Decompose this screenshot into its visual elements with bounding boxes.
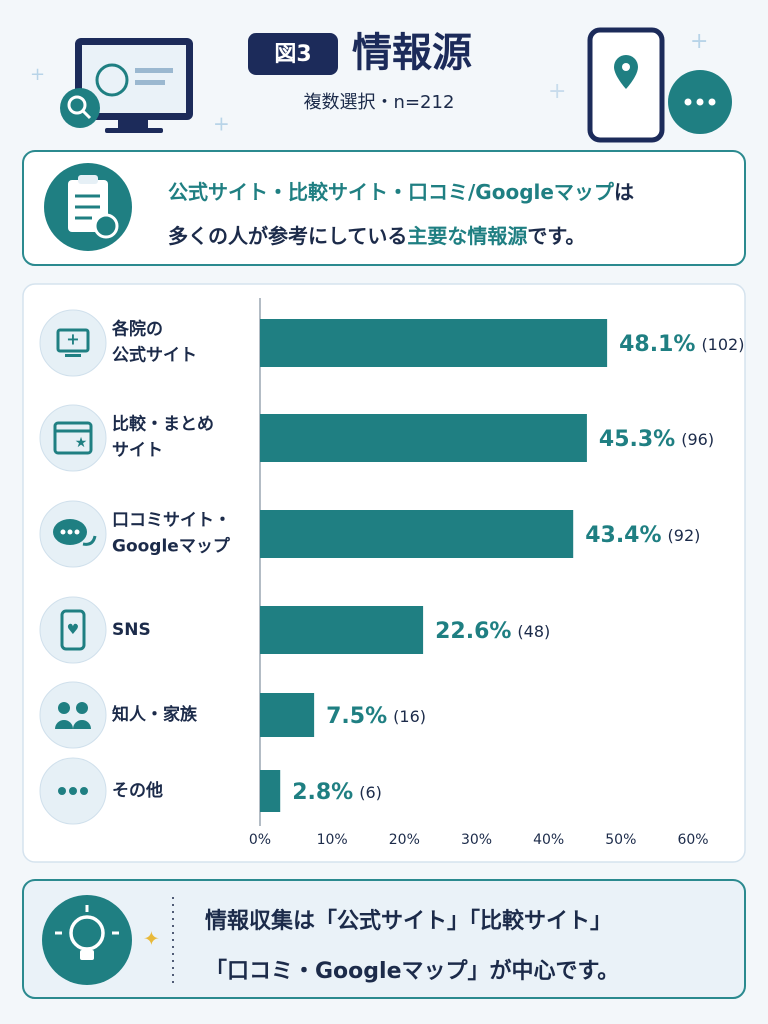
- svg-text:+: +: [213, 112, 230, 136]
- bar: [260, 510, 574, 558]
- icon-shape: +: [66, 330, 79, 349]
- icon-shape: ★: [75, 435, 88, 451]
- summary-text: です。: [527, 224, 586, 248]
- category-label: その他: [112, 780, 163, 801]
- icon-circle: [39, 404, 107, 472]
- value-percent: 7.5%: [326, 704, 387, 729]
- summary-text: 主要な情報源: [407, 224, 528, 248]
- icon-shape: [69, 787, 77, 795]
- badge: [248, 33, 338, 75]
- value-percent: 48.1%: [619, 332, 695, 357]
- badge-text: 図3: [274, 42, 311, 67]
- bar: [260, 319, 608, 367]
- category-label: 口コミサイト・ Googleマップ: [112, 510, 231, 557]
- title: 情報源: [352, 30, 472, 76]
- chart-panel: [22, 283, 746, 863]
- x-tick-label: 0%: [249, 832, 271, 848]
- value-label: 48.1% (102): [619, 332, 744, 357]
- value-label: 7.5% (16): [326, 704, 426, 729]
- icon-shape: [58, 702, 70, 714]
- icon-shape: [65, 354, 81, 357]
- footer-line: 「口コミ・Googleマップ」が中心です。: [205, 953, 619, 985]
- svg-text:✦: ✦: [143, 927, 160, 951]
- value-label: 45.3% (96): [599, 427, 714, 452]
- category-label: 各院の 公式サイト: [112, 319, 197, 366]
- icon-shape: [60, 529, 66, 535]
- icon-circle: [39, 681, 107, 749]
- summary-line: 多くの人が参考にしている主要な情報源です。: [168, 220, 585, 249]
- x-tick-label: 20%: [389, 832, 420, 848]
- category-label: 比較・まとめ サイト: [112, 414, 214, 461]
- x-tick-label: 10%: [317, 832, 348, 848]
- value-count: (92): [668, 526, 701, 545]
- footer-text: 情報収集は「公式サイト」「比較サイト」: [205, 909, 613, 934]
- value-count: (102): [701, 335, 744, 354]
- value-count: (96): [681, 430, 714, 449]
- category-icon: +: [39, 309, 107, 377]
- category-icon: ♥: [39, 596, 107, 664]
- category-icon: [39, 681, 107, 749]
- icon-shape: [73, 720, 91, 729]
- value-count: (16): [393, 707, 426, 726]
- bar: [260, 770, 281, 812]
- x-tick-label: 40%: [533, 832, 564, 848]
- summary-line: 公式サイト・比較サイト・口コミ/Googleマップは: [168, 176, 634, 205]
- icon-shape: [76, 702, 88, 714]
- svg-text:+: +: [690, 29, 708, 54]
- x-tick-label: 30%: [461, 832, 492, 848]
- bar: [260, 693, 315, 737]
- bulb-icon: ✦: [42, 895, 160, 985]
- icon-shape: [82, 535, 97, 546]
- bar: [260, 414, 587, 462]
- x-tick-label: 60%: [677, 832, 708, 848]
- summary-text: 公式サイト・比較サイト・口コミ/Googleマップ: [168, 180, 614, 204]
- footer-line: 情報収集は「公式サイト」「比較サイト」: [205, 903, 612, 935]
- icon-shape: [56, 328, 90, 353]
- monitor-icon: + +: [30, 38, 230, 136]
- icon-shape: [55, 720, 73, 729]
- svg-text:+: +: [548, 79, 566, 104]
- icon-shape: [58, 787, 66, 795]
- bar: [260, 606, 424, 654]
- summary-text: は: [613, 180, 634, 204]
- value-percent: 43.4%: [585, 523, 661, 548]
- clipboard-icon: [44, 163, 132, 251]
- value-percent: 45.3%: [599, 427, 675, 452]
- icon-shape: [74, 529, 80, 535]
- footer-box: [22, 879, 746, 999]
- summary-box: [22, 150, 746, 266]
- subtitle: 複数選択・n=212: [304, 92, 455, 113]
- summary-text: 多くの人が参考にしている: [168, 224, 408, 248]
- category-label: SNS: [112, 619, 151, 640]
- phone-icon: + +: [548, 27, 732, 143]
- value-label: 43.4% (92): [585, 523, 700, 548]
- category-label: 知人・家族: [112, 704, 197, 725]
- icon-shape: [53, 421, 93, 455]
- value-label: 22.6% (48): [435, 619, 550, 644]
- icon-shape: [80, 787, 88, 795]
- value-count: (6): [359, 783, 382, 802]
- value-count: (48): [517, 622, 550, 641]
- icon-shape: ♥: [67, 622, 80, 638]
- category-icon: [39, 757, 107, 825]
- category-icon: [39, 500, 107, 568]
- svg-text:+: +: [30, 64, 45, 85]
- x-tick-label: 50%: [605, 832, 636, 848]
- chart: 0% 10% 20% 30% 40% 50% 60% + 48.1% (102) ★ 45.3% (96…: [39, 309, 744, 848]
- footer-text: 「口コミ・Googleマップ」が中心です。: [205, 959, 620, 984]
- value-label: 2.8% (6): [292, 780, 382, 805]
- icon-circle: [39, 596, 107, 664]
- icon-shape: [67, 529, 73, 535]
- value-percent: 2.8%: [292, 780, 353, 805]
- category-icon: ★: [39, 404, 107, 472]
- icon-circle: [39, 309, 107, 377]
- value-percent: 22.6%: [435, 619, 511, 644]
- icon-shape: [60, 609, 86, 651]
